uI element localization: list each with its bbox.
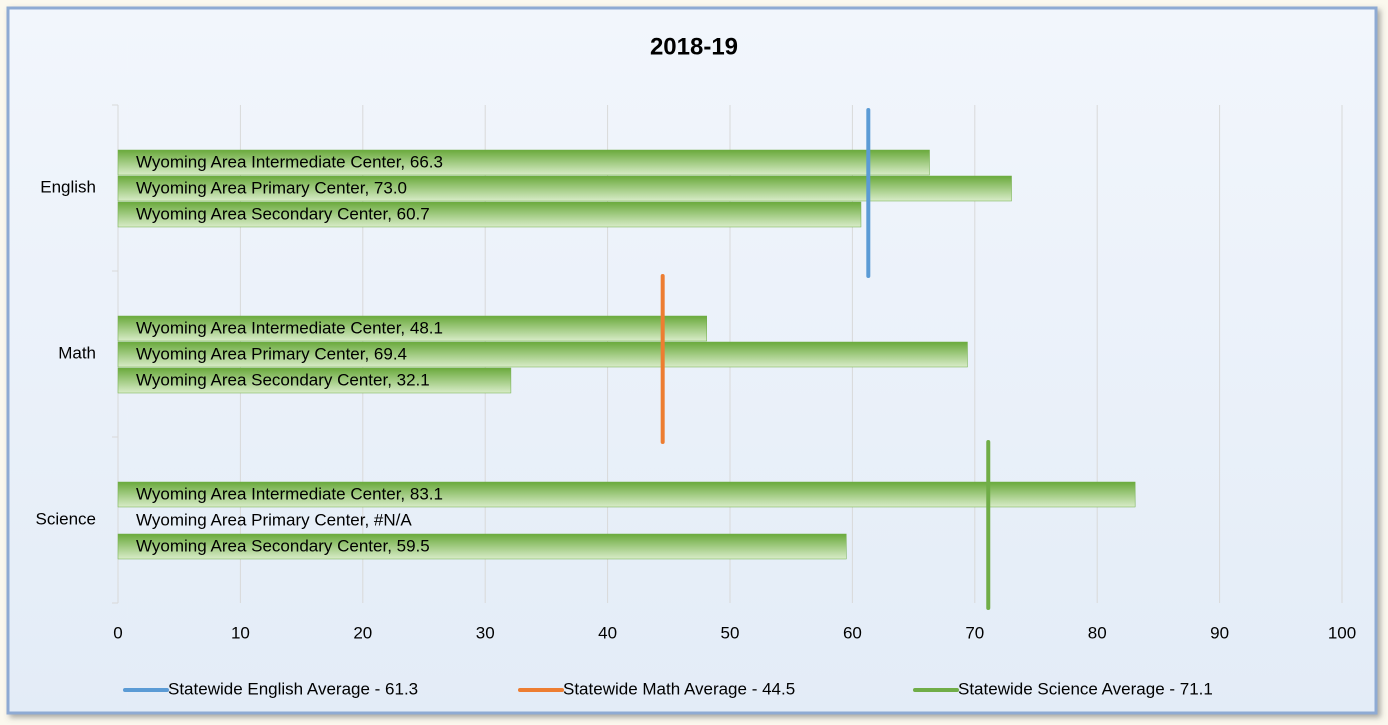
data-label: Wyoming Area Primary Center, 73.0 (136, 178, 407, 197)
y-tick-label: Math (58, 343, 96, 362)
x-tick-label: 40 (598, 623, 617, 642)
legend-label: Statewide Math Average - 44.5 (563, 679, 795, 698)
x-tick-label: 80 (1088, 623, 1107, 642)
x-tick-label: 100 (1328, 623, 1356, 642)
data-label: Wyoming Area Secondary Center, 59.5 (136, 536, 430, 555)
data-label: Wyoming Area Intermediate Center, 83.1 (136, 484, 443, 503)
x-tick-label: 60 (843, 623, 862, 642)
data-label: Wyoming Area Primary Center, #N/A (136, 510, 412, 529)
bar (117, 149, 930, 176)
data-label: Wyoming Area Intermediate Center, 66.3 (136, 152, 443, 171)
data-label: Wyoming Area Intermediate Center, 48.1 (136, 318, 443, 337)
bar (117, 201, 862, 228)
bar (117, 315, 707, 342)
x-tick-label: 50 (721, 623, 740, 642)
x-tick-label: 10 (231, 623, 250, 642)
y-tick-label: English (40, 177, 96, 196)
data-label: Wyoming Area Secondary Center, 32.1 (136, 370, 430, 389)
bar (117, 533, 847, 560)
x-tick-label: 70 (965, 623, 984, 642)
x-tick-label: 0 (113, 623, 122, 642)
bar (117, 341, 968, 368)
bar (117, 175, 1012, 202)
x-tick-label: 30 (476, 623, 495, 642)
bar (117, 481, 1136, 508)
x-tick-label: 90 (1210, 623, 1229, 642)
data-label: Wyoming Area Primary Center, 69.4 (136, 344, 407, 363)
chart-title: 2018-19 (650, 33, 738, 60)
bar (117, 367, 512, 394)
y-tick-label: Science (36, 509, 96, 528)
data-label: Wyoming Area Secondary Center, 60.7 (136, 204, 430, 223)
legend-label: Statewide Science Average - 71.1 (958, 679, 1213, 698)
x-tick-label: 20 (353, 623, 372, 642)
legend-label: Statewide English Average - 61.3 (168, 679, 418, 698)
